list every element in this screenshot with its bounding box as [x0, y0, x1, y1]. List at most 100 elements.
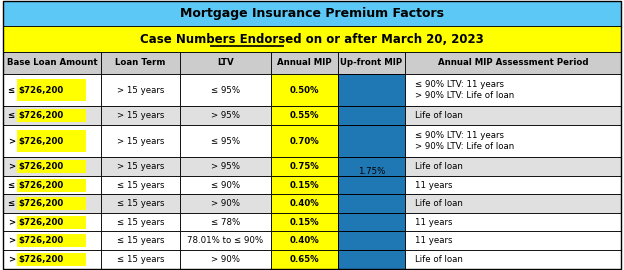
Bar — [404, 194, 621, 213]
Bar — [338, 213, 404, 231]
Text: LTV: LTV — [217, 58, 234, 67]
Bar — [3, 231, 100, 250]
Text: 11 years: 11 years — [416, 236, 453, 245]
Bar — [338, 176, 404, 194]
Text: Life of loan: Life of loan — [416, 162, 464, 171]
Bar — [180, 250, 271, 269]
Bar — [17, 178, 86, 191]
Text: $726,200: $726,200 — [19, 236, 64, 245]
Text: > 95%: > 95% — [211, 111, 240, 120]
Bar — [3, 250, 100, 269]
Bar — [338, 106, 404, 125]
Text: > 95%: > 95% — [211, 162, 240, 171]
Text: 0.75%: 0.75% — [290, 162, 319, 171]
Bar — [180, 106, 271, 125]
Bar — [100, 125, 180, 157]
Text: > 15 years: > 15 years — [117, 111, 164, 120]
Text: > 15 years: > 15 years — [117, 162, 164, 171]
Bar — [17, 216, 86, 229]
Bar — [17, 109, 86, 122]
Text: 11 years: 11 years — [416, 181, 453, 190]
Bar — [180, 157, 271, 176]
Bar — [17, 197, 86, 210]
Text: > 90%: > 90% — [211, 255, 240, 264]
Text: ≤ 90%: ≤ 90% — [211, 181, 240, 190]
Text: Up-front MIP: Up-front MIP — [340, 58, 402, 67]
Bar — [271, 231, 338, 250]
Bar — [338, 194, 404, 213]
Text: >: > — [9, 162, 19, 171]
Bar — [271, 213, 338, 231]
Text: $726,200: $726,200 — [19, 162, 64, 171]
Bar — [100, 74, 180, 106]
Text: 0.40%: 0.40% — [290, 199, 319, 208]
Bar — [338, 74, 404, 106]
Text: >: > — [9, 218, 19, 227]
Text: Case Numbers Endorsed on or after March 20, 2023: Case Numbers Endorsed on or after March … — [140, 33, 484, 46]
Bar — [3, 52, 100, 74]
Bar — [100, 231, 180, 250]
Bar — [180, 213, 271, 231]
Text: 0.50%: 0.50% — [290, 86, 319, 95]
Bar — [3, 106, 100, 125]
Bar — [338, 52, 404, 74]
Bar — [17, 253, 86, 266]
Bar — [338, 125, 404, 157]
Bar — [338, 157, 404, 176]
Text: ≤: ≤ — [9, 181, 19, 190]
Bar — [180, 231, 271, 250]
Text: > 15 years: > 15 years — [117, 137, 164, 146]
Bar — [3, 176, 100, 194]
Bar — [180, 194, 271, 213]
Text: Life of loan: Life of loan — [416, 255, 464, 264]
Bar — [3, 74, 100, 106]
Bar — [100, 106, 180, 125]
Text: 78.01% to ≤ 90%: 78.01% to ≤ 90% — [187, 236, 263, 245]
Text: 0.15%: 0.15% — [290, 218, 319, 227]
Text: 0.15%: 0.15% — [290, 181, 319, 190]
Bar — [100, 213, 180, 231]
Text: ≤ 95%: ≤ 95% — [211, 86, 240, 95]
Text: $726,200: $726,200 — [19, 111, 64, 120]
Text: ≤ 15 years: ≤ 15 years — [117, 236, 164, 245]
Bar — [100, 194, 180, 213]
Bar — [338, 250, 404, 269]
Bar — [338, 250, 404, 269]
Text: Annual MIP Assessment Period: Annual MIP Assessment Period — [437, 58, 588, 67]
Text: ≤: ≤ — [9, 86, 19, 95]
Text: 11 years: 11 years — [416, 218, 453, 227]
Text: 0.40%: 0.40% — [290, 236, 319, 245]
Bar — [100, 176, 180, 194]
Bar — [17, 130, 86, 152]
Bar — [3, 26, 621, 52]
Text: ≤: ≤ — [9, 111, 19, 120]
Bar — [100, 250, 180, 269]
Bar — [338, 106, 404, 125]
Text: ≤ 90% LTV: 11 years
> 90% LTV: Life of loan: ≤ 90% LTV: 11 years > 90% LTV: Life of l… — [416, 131, 515, 151]
Bar — [271, 106, 338, 125]
Text: ≤ 95%: ≤ 95% — [211, 137, 240, 146]
Bar — [17, 160, 86, 173]
Text: >: > — [9, 137, 19, 146]
Bar — [338, 213, 404, 231]
Bar — [338, 231, 404, 250]
Bar — [338, 176, 404, 194]
Bar — [3, 1, 621, 26]
Text: 0.70%: 0.70% — [290, 137, 319, 146]
Text: ≤ 15 years: ≤ 15 years — [117, 199, 164, 208]
Bar — [271, 52, 338, 74]
Text: >: > — [9, 255, 19, 264]
Text: ≤ 78%: ≤ 78% — [211, 218, 240, 227]
Text: > 15 years: > 15 years — [117, 86, 164, 95]
Text: $726,200: $726,200 — [19, 86, 64, 95]
Bar — [3, 194, 100, 213]
Bar — [3, 157, 100, 176]
Text: Base Loan Amount: Base Loan Amount — [7, 58, 97, 67]
Text: ≤: ≤ — [9, 199, 19, 208]
Bar — [404, 213, 621, 231]
Bar — [271, 125, 338, 157]
Text: Life of loan: Life of loan — [416, 111, 464, 120]
Bar — [404, 74, 621, 106]
Bar — [338, 74, 404, 269]
Bar — [338, 157, 404, 176]
